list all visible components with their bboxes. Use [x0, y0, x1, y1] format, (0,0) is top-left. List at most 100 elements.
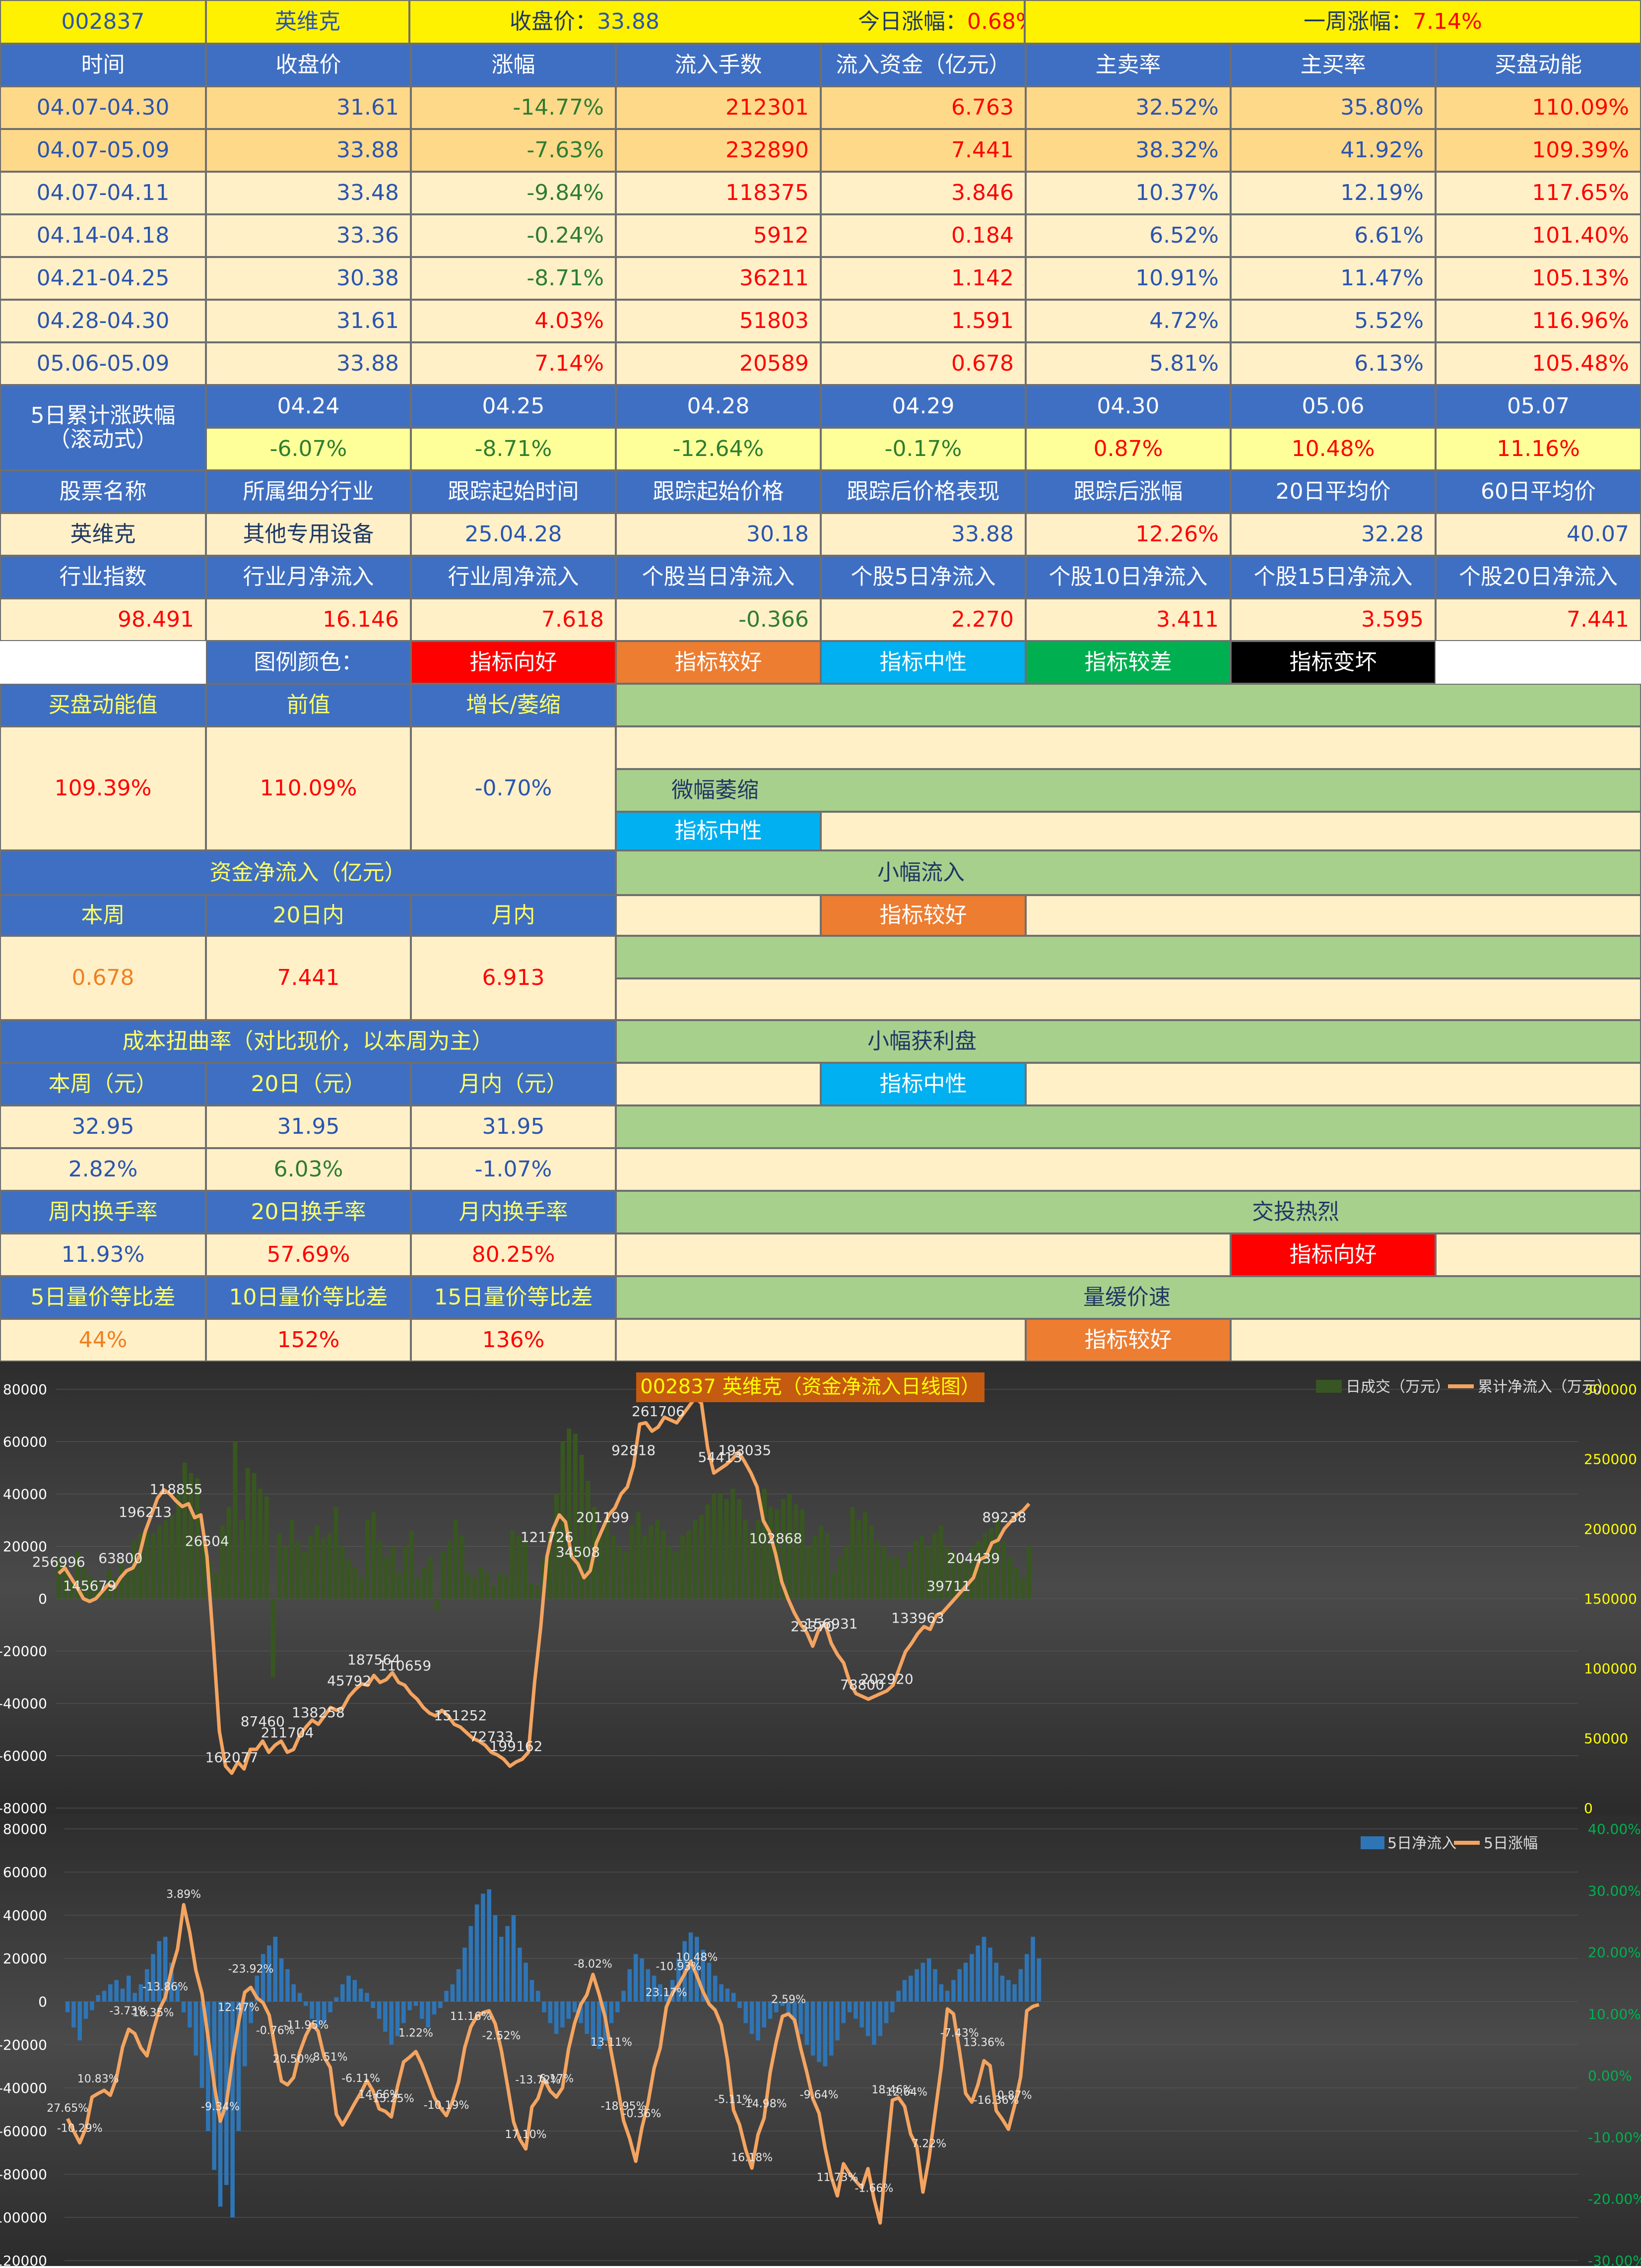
bar [81, 1567, 86, 1599]
cell-change: -7.63% [411, 129, 616, 172]
data-label: 89238 [982, 1509, 1026, 1525]
netflow-badge: 指标较好 [821, 895, 1026, 936]
data-label: -15.25% [369, 2092, 414, 2105]
table-row: 04.07-04.30 31.61 -14.77% 212301 6.763 3… [0, 86, 1641, 129]
data-label: -13.72% [515, 2074, 561, 2086]
data-label: -7.43% [940, 2027, 979, 2040]
cell-time: 04.14-04.18 [0, 214, 206, 257]
bar [621, 1991, 626, 2002]
turnover-status: 交投热烈 [616, 1191, 1641, 1233]
bar [749, 2002, 754, 2034]
five-day-flow-chart-svg: 27.65% 23.17% 20.50% 18.46% 17.10% 16.35% 16.1… [0, 1814, 1641, 2268]
netflow-section: 资金净流入（亿元） 本周 20日内 月内 0.678 7.441 6.913 小… [0, 850, 1641, 1020]
bar [529, 1980, 534, 2002]
rolling-date: 04.30 [1026, 385, 1231, 428]
info-v-industry: 其他专用设备 [206, 513, 411, 556]
cell-lots: 51803 [616, 300, 821, 342]
bar [285, 1969, 290, 2002]
netflow-v-month: 6.913 [411, 936, 616, 1020]
bar [597, 2002, 601, 2049]
bar [630, 1525, 635, 1599]
cell-time: 04.28-04.30 [0, 300, 206, 342]
bar [517, 1947, 522, 2002]
momentum-badge: 指标中性 [616, 812, 821, 850]
cell-buy-rate: 6.13% [1231, 342, 1436, 385]
bar [957, 1556, 962, 1599]
bar [646, 1969, 651, 2002]
cell-change: 7.14% [411, 342, 616, 385]
data-label: 54413 [698, 1449, 742, 1465]
chart2-legend-line: 5日涨幅 [1484, 1835, 1538, 1852]
flows-v-10d: 3.411 [1026, 598, 1231, 641]
bar [333, 1507, 338, 1599]
data-label: 8.51% [313, 2051, 348, 2064]
flows-h-ind-month: 行业月净流入 [206, 556, 411, 598]
cell-buy-rate: 35.80% [1231, 86, 1436, 129]
bar [976, 1945, 981, 2002]
bar [829, 2002, 834, 2056]
bar [957, 1969, 962, 2002]
bar [535, 1991, 540, 2002]
bar [472, 1577, 477, 1599]
bar [970, 1546, 975, 1599]
bar [138, 1533, 143, 1599]
bar [273, 1937, 278, 2002]
info-v-performance: 33.88 [821, 513, 1026, 556]
data-label: -3.73% [109, 2005, 148, 2017]
rolling-date: 05.07 [1436, 385, 1641, 428]
bar [780, 2002, 785, 2006]
bar [743, 1520, 748, 1599]
cell-capital: 1.142 [821, 257, 1026, 300]
volprice-h-5d: 5日量价等比差 [0, 1276, 206, 1319]
data-label: 6.17% [539, 2073, 574, 2085]
bar [686, 1530, 691, 1599]
bar [485, 1572, 490, 1599]
bar [1018, 1969, 1023, 2002]
rolling-value: -12.64% [616, 428, 821, 470]
bar [523, 1541, 527, 1599]
momentum-h-value: 买盘动能值 [0, 684, 206, 726]
data-label: 11.73% [817, 2172, 858, 2184]
bar [255, 1975, 260, 2002]
left-axis-tick-label: 80000 [3, 1381, 47, 1398]
data-label: 133963 [891, 1610, 944, 1626]
momentum-green-band [616, 684, 1641, 726]
bar [798, 2002, 803, 2034]
rolling-5day-section: 5日累计涨跌幅 （滚动式） 04.24 04.25 04.28 04.29 04… [0, 385, 1641, 470]
left-axis-tick-label: 20000 [3, 1950, 47, 1967]
cell-capital: 3.846 [821, 172, 1026, 214]
bar [907, 1552, 912, 1599]
bar [1000, 1975, 1005, 2002]
bar [444, 1991, 449, 2002]
capital-flow-chart-svg: 256996 261706 211704 202920 199162 196213 1930… [0, 1361, 1641, 1816]
data-label: -10.19% [424, 2099, 469, 2112]
left-axis-tick-label: 80000 [3, 1821, 47, 1837]
bar [908, 1975, 913, 2002]
bar [756, 1520, 761, 1599]
data-label: 121726 [521, 1529, 574, 1546]
chart1-legend-bar-swatch [1316, 1380, 1342, 1393]
info-h-industry: 所属细分行业 [206, 470, 411, 513]
bar [144, 1969, 149, 2002]
data-label: 27.65% [47, 2102, 88, 2115]
bar [102, 1991, 107, 2002]
bar [792, 2002, 797, 2023]
cell-momentum: 110.09% [1436, 86, 1641, 129]
header-bar: 002837 英维克 收盘价： 33.88 今日涨幅： 0.68% 一周涨幅： … [0, 0, 1641, 44]
table-row: 04.28-04.30 31.61 4.03% 51803 1.591 4.72… [0, 300, 1641, 342]
bar [90, 2002, 94, 2010]
bar [239, 1520, 244, 1599]
flows-h-day: 个股当日净流入 [616, 556, 821, 598]
bar [688, 1932, 693, 2002]
bar [378, 1541, 383, 1599]
bar [258, 1489, 263, 1599]
bar [245, 1468, 250, 1599]
right-axis-tick-label: 10.00% [1588, 2006, 1641, 2022]
bar [983, 1533, 987, 1599]
bar [126, 1975, 131, 2002]
data-label: -23.92% [228, 1963, 274, 1975]
bar [346, 1559, 351, 1599]
turnover-h-week: 周内换手率 [0, 1191, 206, 1233]
stock-name: 英维克 [206, 0, 409, 44]
cell-close: 33.36 [206, 214, 411, 257]
